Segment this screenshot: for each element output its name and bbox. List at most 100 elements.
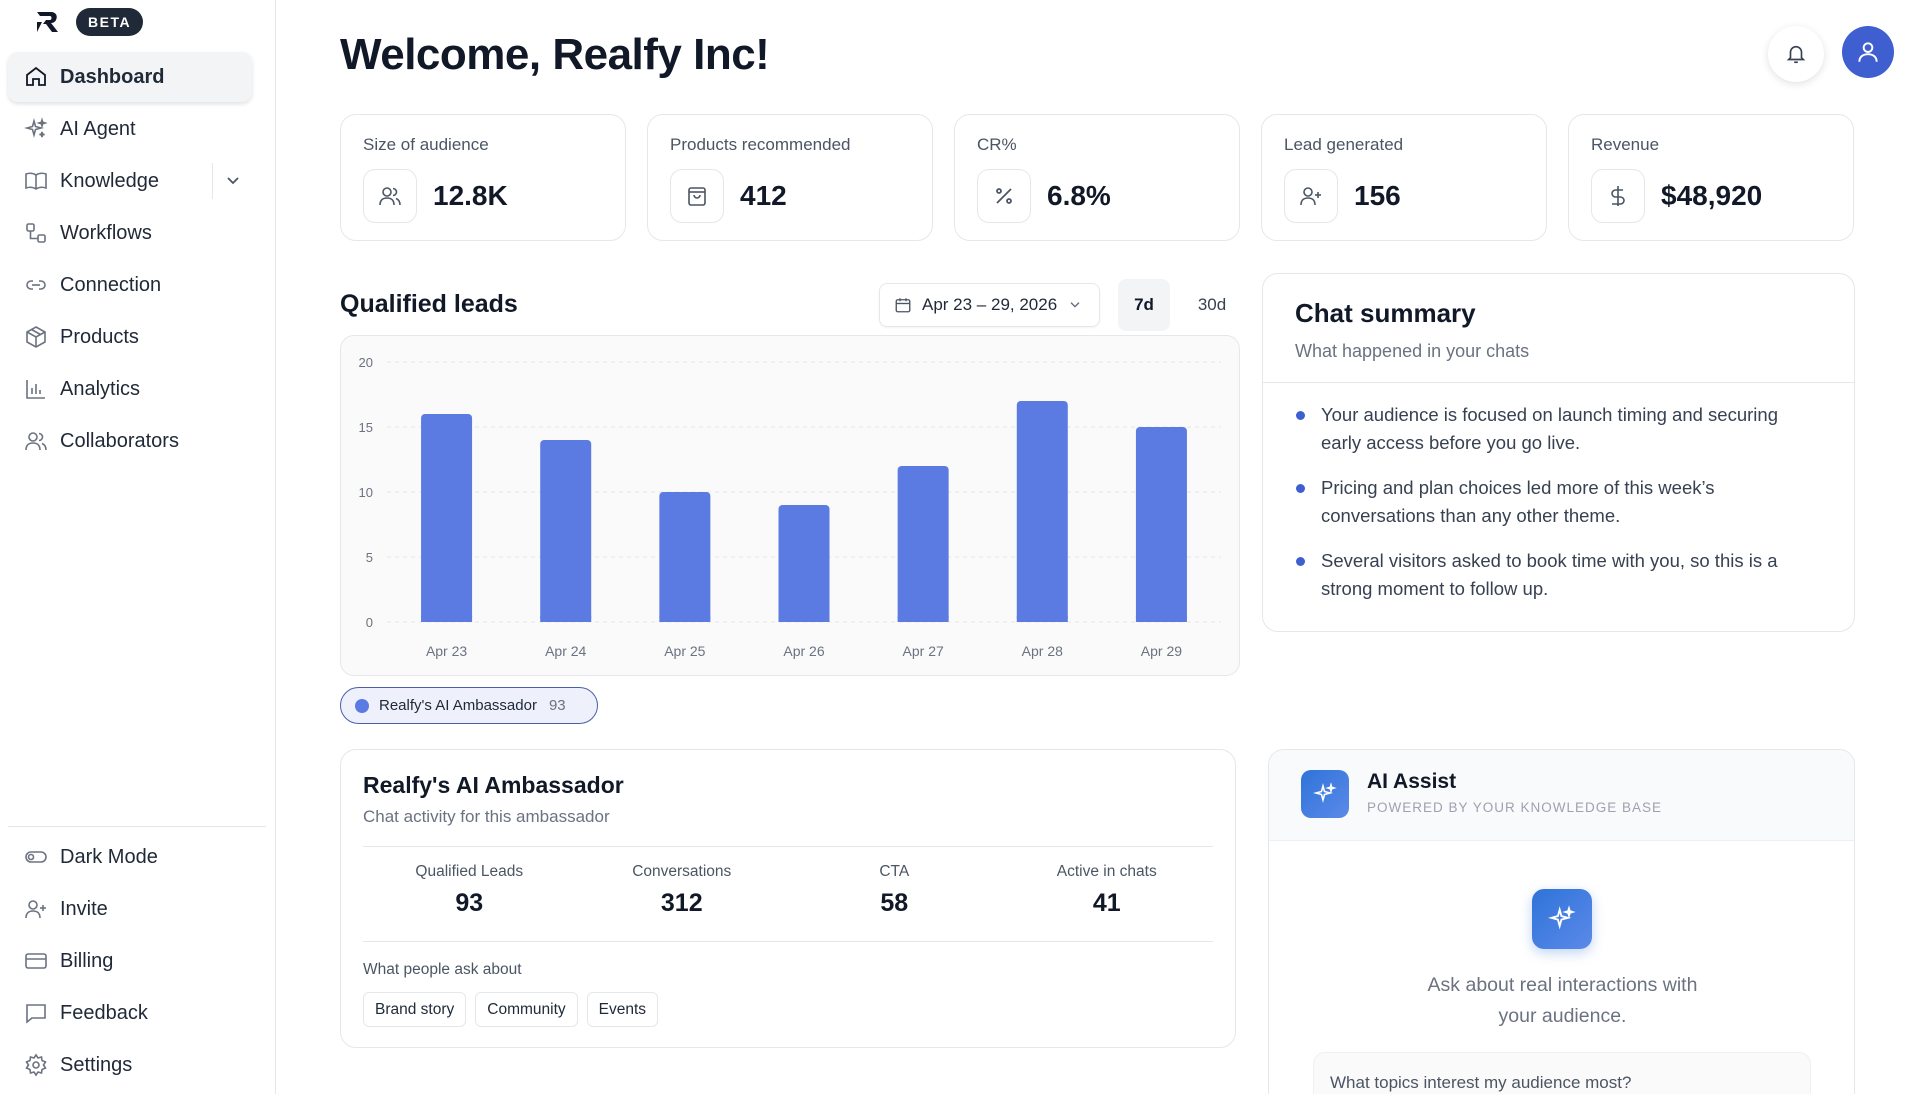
chart-bar-base	[897, 616, 949, 622]
stat-value: $48,920	[1661, 180, 1763, 211]
stat-card-products: Products recommended 412	[647, 114, 933, 241]
date-range-label: Apr 23 – 29, 2026	[922, 295, 1058, 314]
sidebar-item-products[interactable]: Products	[8, 312, 252, 362]
sidebar-item-label: Connection	[60, 273, 162, 296]
sparkles-icon	[1301, 770, 1349, 818]
chart-bar-base	[1016, 616, 1068, 622]
sidebar-item-label: Dark Mode	[60, 845, 158, 868]
stat-label: Products recommended	[670, 135, 851, 154]
knowledge-expand-toggle[interactable]	[212, 163, 252, 199]
shopping-bag-icon	[670, 169, 724, 223]
sidebar-item-connection[interactable]: Connection	[8, 260, 252, 310]
range-30d-button[interactable]: 30d	[1197, 295, 1227, 314]
chart-bar[interactable]	[778, 505, 830, 622]
user-plus-icon	[25, 900, 46, 919]
tag-brand-story[interactable]: Brand story	[363, 992, 467, 1027]
sidebar-item-label: Knowledge	[60, 169, 159, 192]
chart-bar[interactable]	[897, 466, 949, 622]
ai-assist-card: AI Assist POWERED BY YOUR KNOWLEDGE BASE…	[1268, 749, 1855, 1094]
sidebar-item-billing[interactable]: Billing	[8, 936, 266, 986]
date-range-picker[interactable]: Apr 23 – 29, 2026	[879, 283, 1100, 327]
tag-community[interactable]: Community	[475, 992, 578, 1027]
chart-bar[interactable]	[1135, 427, 1187, 622]
chart-bar[interactable]	[659, 492, 711, 622]
ambassador-card: Realfy's AI Ambassador Chat activity for…	[340, 749, 1236, 1048]
sidebar-item-dashboard[interactable]: Dashboard	[8, 52, 252, 102]
sidebar-item-label: Feedback	[60, 1001, 148, 1024]
stat-value: 12.8K	[433, 180, 508, 211]
link-icon	[26, 280, 46, 290]
x-tick-label: Apr 29	[1141, 643, 1182, 659]
dollar-icon	[1591, 169, 1645, 223]
range-7d-button[interactable]: 7d	[1118, 279, 1170, 331]
sparkles-icon	[24, 117, 48, 139]
calendar-icon	[895, 298, 911, 313]
sidebar-item-ai-agent[interactable]: AI Agent	[8, 104, 252, 154]
sidebar-item-invite[interactable]: Invite	[8, 884, 266, 934]
stat-card-audience: Size of audience 12.8K	[340, 114, 626, 241]
list-item: Your audience is focused on launch timin…	[1295, 401, 1822, 457]
metric-value: 93	[455, 889, 484, 917]
ambassador-metrics: Qualified Leads 93 Conversations 312 CTA…	[363, 846, 1213, 942]
chart-bar-base	[540, 616, 592, 622]
chart-bar-base	[1135, 616, 1187, 622]
tag-events[interactable]: Events	[586, 992, 659, 1027]
metric-cta: CTA 58	[788, 847, 1001, 941]
chart-bar[interactable]	[1016, 401, 1068, 622]
chart-bar-base	[778, 616, 830, 622]
legend-chip[interactable]: Realfy's AI Ambassador 93	[340, 687, 598, 724]
book-icon	[25, 172, 47, 190]
sidebar-item-dark-mode[interactable]: Dark Mode	[8, 832, 266, 882]
bar-chart: 0 5 10 15 20 Apr 23 Apr 24 Apr 25 Apr 26 Apr 27 Ap…	[359, 355, 1221, 659]
bar-chart-icon	[26, 380, 45, 399]
user-icon	[1858, 42, 1878, 62]
sidebar-item-knowledge[interactable]: Knowledge	[8, 156, 252, 206]
sidebar-item-label: Analytics	[60, 377, 141, 400]
legend-count: 93	[548, 697, 566, 714]
qualified-leads-title: Qualified leads	[340, 290, 518, 318]
stat-card-cr: CR% 6.8%	[954, 114, 1240, 241]
metric-qualified-leads: Qualified Leads 93	[363, 847, 576, 941]
sidebar-item-settings[interactable]: Settings	[8, 1040, 266, 1090]
legend-dot	[355, 698, 369, 713]
stat-label: Size of audience	[363, 135, 489, 154]
stats-row: Size of audience 12.8K Products recommen…	[340, 114, 1854, 241]
sidebar-item-collaborators[interactable]: Collaborators	[8, 416, 252, 466]
chart-bar[interactable]	[421, 414, 473, 622]
metric-value: 41	[1092, 889, 1121, 917]
page-title: Welcome, Realfy Inc!	[340, 30, 770, 79]
sidebar-item-workflows[interactable]: Workflows	[8, 208, 252, 258]
list-item: Several visitors asked to book time with…	[1295, 547, 1822, 603]
y-tick-label: 10	[359, 485, 373, 500]
suggested-question[interactable]: What topics interest my audience most?	[1313, 1052, 1811, 1094]
avatar[interactable]	[1842, 26, 1894, 78]
stat-label: Revenue	[1591, 135, 1660, 154]
box-icon	[26, 326, 46, 348]
percent-icon	[977, 169, 1031, 223]
chat-summary-title: Chat summary	[1295, 298, 1476, 328]
stat-value: 412	[740, 180, 787, 211]
realfy-logo-icon[interactable]	[34, 8, 62, 36]
notifications-button[interactable]	[1768, 26, 1824, 82]
users-icon	[25, 432, 47, 451]
x-tick-label: Apr 27	[903, 643, 944, 659]
sidebar-item-label: AI Agent	[60, 117, 136, 140]
stat-value: 156	[1354, 180, 1401, 211]
metric-label: Active in chats	[1056, 863, 1157, 880]
sidebar-item-label: Settings	[60, 1053, 133, 1076]
toggle-icon	[25, 851, 47, 863]
legend-label: Realfy's AI Ambassador	[379, 697, 537, 714]
sidebar-item-label: Products	[60, 325, 139, 348]
home-icon	[26, 66, 46, 86]
user-plus-icon	[1284, 169, 1338, 223]
sidebar-item-label: Collaborators	[60, 429, 179, 452]
brand: BETA	[34, 8, 144, 36]
sidebar-item-label: Invite	[60, 897, 108, 920]
sparkles-icon	[1532, 889, 1592, 949]
ai-assist-message-line: your audience.	[1498, 1005, 1627, 1027]
sidebar-item-feedback[interactable]: Feedback	[8, 988, 266, 1038]
ai-assist-message: Ask about real interactions with your au…	[1269, 970, 1854, 1032]
chart-bar[interactable]	[540, 440, 592, 622]
sidebar-item-analytics[interactable]: Analytics	[8, 364, 252, 414]
workflow-icon	[26, 223, 46, 243]
